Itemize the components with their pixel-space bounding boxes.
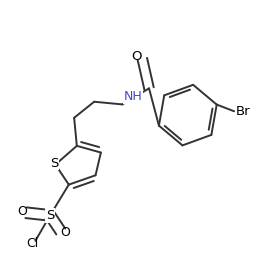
Text: O: O <box>132 50 142 63</box>
Text: S: S <box>50 157 58 170</box>
Text: O: O <box>60 226 70 239</box>
Text: O: O <box>17 205 27 218</box>
Text: Br: Br <box>235 105 250 118</box>
Text: Cl: Cl <box>27 237 39 250</box>
Text: S: S <box>46 209 54 222</box>
Text: NH: NH <box>124 90 142 103</box>
